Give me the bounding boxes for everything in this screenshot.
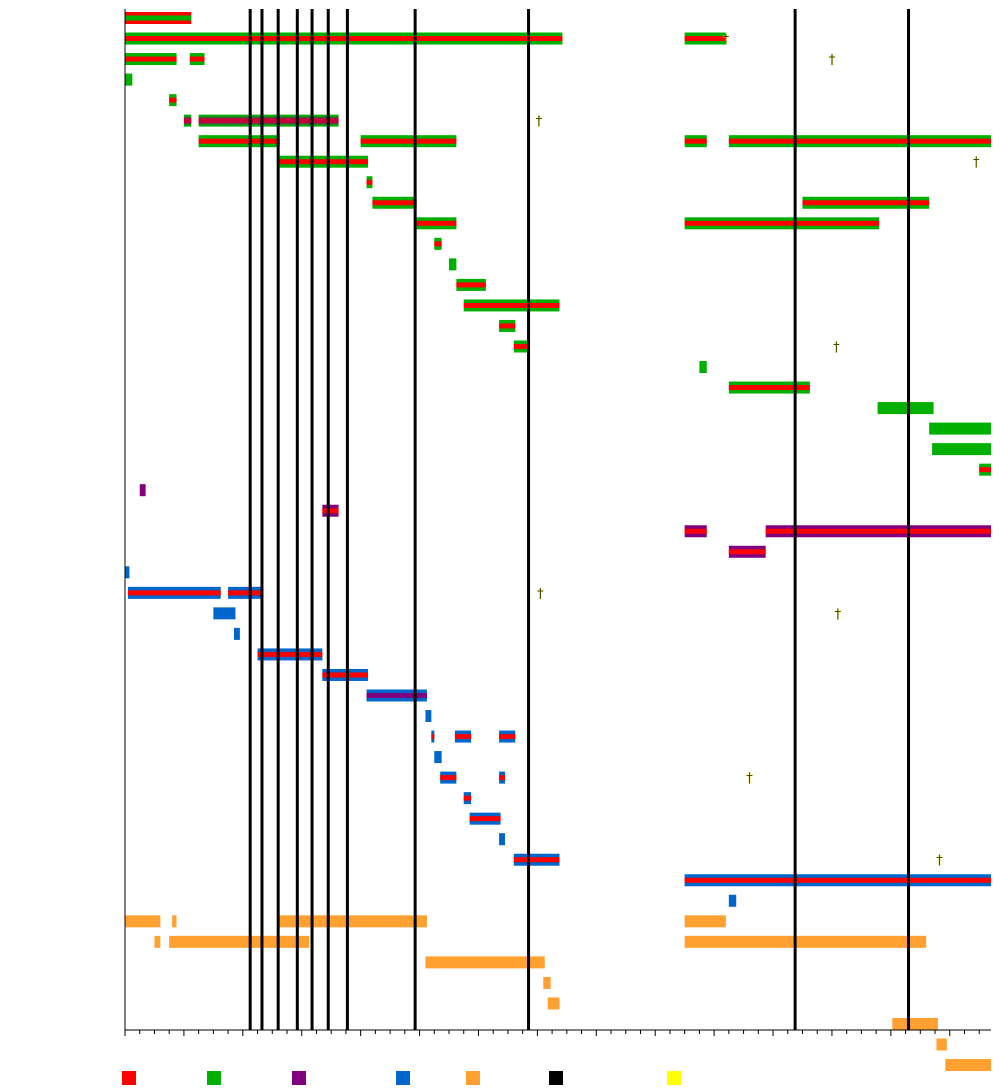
member-bar	[233, 627, 240, 640]
legend-swatch	[122, 1071, 136, 1085]
member-bar-stripe	[463, 302, 560, 308]
member-bar-stripe	[360, 138, 457, 144]
member-bar-stripe	[125, 15, 192, 21]
legend-swatch	[466, 1071, 480, 1085]
member-bar-stripe	[183, 118, 192, 124]
member-bar	[945, 1059, 991, 1072]
died-marker: †	[833, 340, 840, 355]
member-bar-stripe	[440, 775, 457, 781]
member-bar	[425, 956, 545, 969]
member-bar-stripe	[198, 138, 280, 144]
member-bar-stripe	[765, 528, 991, 534]
died-marker: †	[537, 587, 544, 602]
member-bar	[699, 361, 707, 374]
member-bar-stripe	[456, 282, 486, 288]
member-bar	[154, 935, 161, 948]
member-bar	[932, 443, 991, 456]
member-bar	[684, 915, 726, 928]
member-bar-stripe	[728, 385, 810, 391]
member-bar-stripe	[125, 36, 563, 42]
member-bar	[684, 935, 927, 948]
member-bar-stripe	[322, 508, 339, 514]
legend-swatch	[207, 1071, 221, 1085]
member-bar-stripe	[198, 116, 339, 125]
member-bar	[434, 751, 442, 764]
died-marker: †	[536, 115, 543, 130]
member-bar	[139, 484, 146, 497]
member-bar	[877, 402, 934, 415]
member-bar	[425, 710, 432, 723]
member-bar-stripe	[684, 528, 707, 534]
member-bar-stripe	[366, 179, 373, 185]
member-bar-stripe	[169, 97, 177, 103]
member-bar-stripe	[279, 159, 369, 165]
member-bar	[169, 935, 310, 948]
member-bar-stripe	[416, 220, 457, 226]
member-bar-stripe	[728, 549, 766, 555]
member-bar	[547, 997, 560, 1010]
member-bar	[929, 422, 991, 435]
member-bar-stripe	[499, 734, 516, 740]
member-bar-stripe	[127, 590, 221, 596]
member-bar-stripe	[979, 467, 991, 473]
member-bar-stripe	[499, 775, 505, 781]
member-bar-stripe	[257, 651, 323, 657]
member-bar-stripe	[469, 816, 501, 822]
member-bar-stripe	[463, 795, 472, 801]
member-bar	[499, 833, 505, 846]
died-marker: †	[829, 53, 836, 68]
legend-swatch	[292, 1071, 306, 1085]
member-bar-stripe	[366, 692, 427, 698]
member-bar	[213, 607, 236, 620]
member-bar-stripe	[434, 241, 442, 247]
member-bar-stripe	[198, 118, 339, 124]
member-bar-stripe	[372, 200, 417, 206]
member-bar-stripe	[802, 200, 930, 206]
legend-swatch	[396, 1071, 410, 1085]
member-bar	[892, 1017, 938, 1030]
member-bar	[125, 915, 161, 928]
member-bar-stripe	[684, 138, 707, 144]
member-bar-stripe	[322, 672, 369, 678]
member-bar-stripe	[728, 138, 991, 144]
member-bar	[936, 1038, 947, 1051]
member-bar	[728, 894, 737, 907]
member-bar-stripe	[228, 590, 264, 596]
died-marker: †	[835, 607, 842, 622]
member-bar-stripe	[125, 56, 177, 62]
member-bar-stripe	[189, 56, 205, 62]
member-bar-stripe	[513, 343, 531, 349]
member-bar	[172, 915, 177, 928]
member-bar-stripe	[684, 877, 991, 883]
member-bar-stripe	[454, 734, 472, 740]
member-bar-stripe	[684, 36, 726, 42]
member-bar-stripe	[684, 220, 880, 226]
died-marker: †	[746, 772, 753, 787]
member-bar	[125, 73, 133, 86]
legend-swatch	[549, 1071, 563, 1085]
member-bar	[125, 566, 130, 579]
member-bar-stripe	[431, 734, 435, 740]
died-marker: †	[973, 156, 980, 171]
legend-swatch	[667, 1071, 681, 1085]
member-bar	[543, 976, 551, 989]
member-bar-stripe	[499, 323, 516, 329]
member-bar	[278, 915, 427, 928]
died-marker: †	[936, 854, 943, 869]
member-bar	[449, 258, 457, 271]
died-marker: †	[723, 33, 730, 48]
member-bar-stripe	[183, 116, 192, 125]
member-bar-stripe	[513, 857, 560, 863]
